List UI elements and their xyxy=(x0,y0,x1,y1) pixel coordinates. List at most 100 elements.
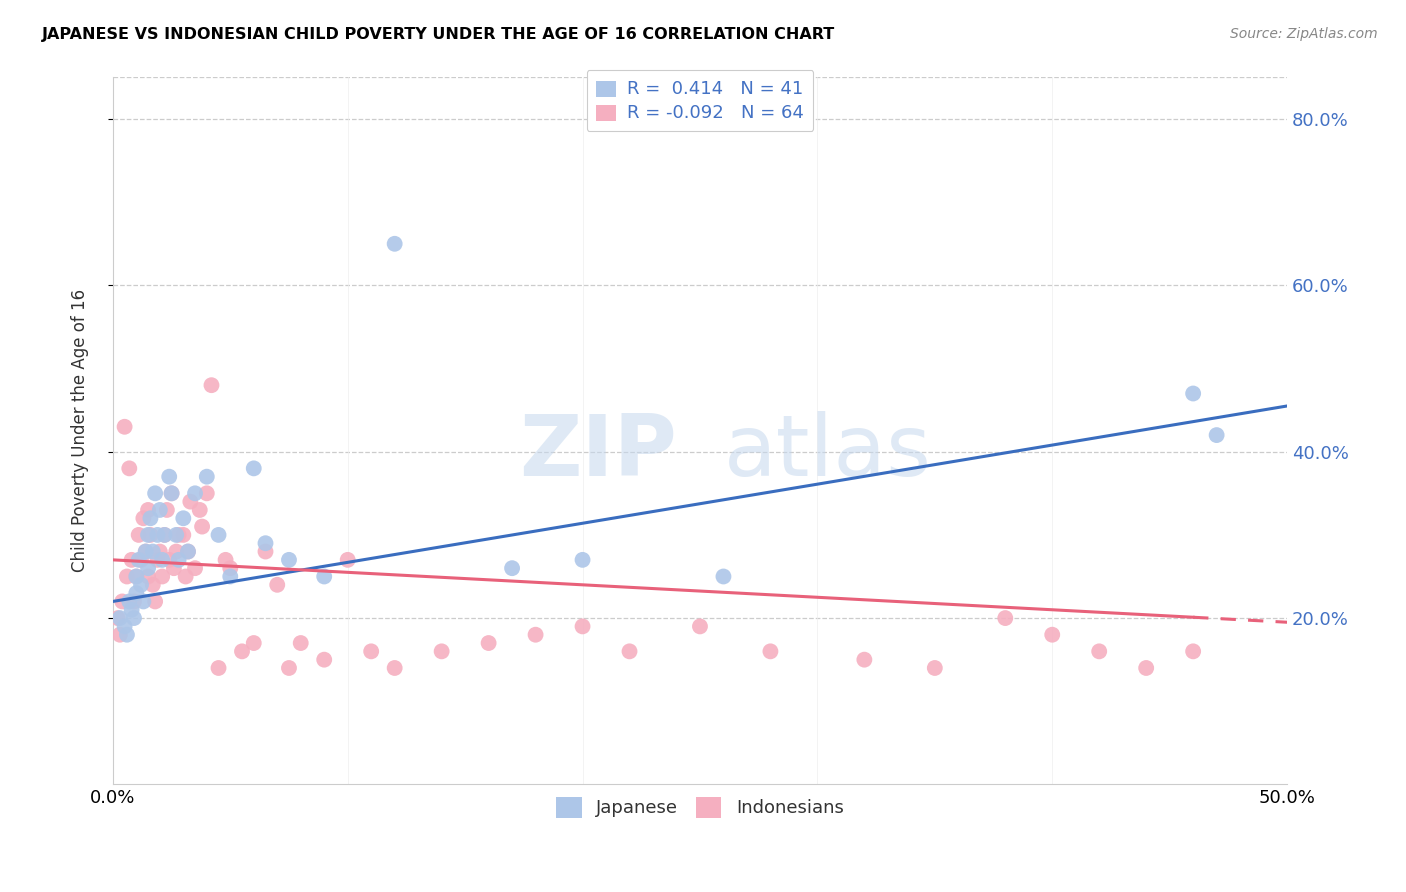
Point xyxy=(160,486,183,500)
Point xyxy=(142,544,165,558)
Point xyxy=(430,644,453,658)
Point xyxy=(150,553,173,567)
Point xyxy=(214,553,236,567)
Point xyxy=(266,578,288,592)
Point xyxy=(619,644,641,658)
Point xyxy=(108,628,131,642)
Point xyxy=(135,544,157,558)
Point xyxy=(314,653,336,667)
Point xyxy=(128,553,150,567)
Point xyxy=(146,528,169,542)
Point xyxy=(125,569,148,583)
Point xyxy=(501,561,523,575)
Point xyxy=(172,528,194,542)
Point xyxy=(571,553,593,567)
Point xyxy=(122,611,145,625)
Point xyxy=(136,503,159,517)
Point xyxy=(163,561,186,575)
Point xyxy=(165,528,187,542)
Point xyxy=(179,494,201,508)
Point xyxy=(157,553,180,567)
Point xyxy=(231,644,253,658)
Point xyxy=(853,653,876,667)
Point xyxy=(132,511,155,525)
Point xyxy=(184,486,207,500)
Point xyxy=(1088,644,1111,658)
Point xyxy=(188,503,211,517)
Point xyxy=(156,503,179,517)
Point xyxy=(108,611,131,625)
Text: ZIP: ZIP xyxy=(519,410,676,493)
Point xyxy=(254,544,277,558)
Point xyxy=(143,486,166,500)
Point xyxy=(314,569,336,583)
Point xyxy=(278,553,301,567)
Point xyxy=(524,628,547,642)
Point xyxy=(107,611,129,625)
Point xyxy=(139,528,162,542)
Point xyxy=(242,636,264,650)
Point xyxy=(172,511,194,525)
Point xyxy=(384,661,406,675)
Point xyxy=(219,569,242,583)
Point xyxy=(278,661,301,675)
Point xyxy=(136,528,159,542)
Point xyxy=(121,553,143,567)
Point xyxy=(200,378,222,392)
Point xyxy=(153,528,176,542)
Point xyxy=(1205,428,1227,442)
Point xyxy=(111,594,134,608)
Point xyxy=(1135,661,1157,675)
Point xyxy=(177,544,200,558)
Point xyxy=(1182,644,1205,658)
Point xyxy=(254,536,277,550)
Point xyxy=(149,503,172,517)
Point xyxy=(207,661,229,675)
Point xyxy=(114,619,136,633)
Point xyxy=(177,544,200,558)
Point xyxy=(128,528,150,542)
Point xyxy=(129,553,152,567)
Point xyxy=(167,528,190,542)
Point xyxy=(118,461,141,475)
Point xyxy=(184,561,207,575)
Point xyxy=(689,619,711,633)
Point xyxy=(150,569,173,583)
Point xyxy=(143,594,166,608)
Point xyxy=(290,636,312,650)
Text: atlas: atlas xyxy=(724,410,931,493)
Point xyxy=(132,594,155,608)
Point xyxy=(121,603,143,617)
Legend: Japanese, Indonesians: Japanese, Indonesians xyxy=(550,789,851,825)
Point xyxy=(146,553,169,567)
Point xyxy=(115,569,138,583)
Point xyxy=(195,469,218,483)
Point xyxy=(129,578,152,592)
Point xyxy=(759,644,782,658)
Point xyxy=(125,569,148,583)
Point xyxy=(191,519,214,533)
Point xyxy=(360,644,382,658)
Point xyxy=(118,594,141,608)
Point xyxy=(136,569,159,583)
Point xyxy=(157,469,180,483)
Point xyxy=(1182,386,1205,401)
Point xyxy=(174,569,197,583)
Point xyxy=(713,569,735,583)
Point xyxy=(153,528,176,542)
Point xyxy=(165,544,187,558)
Point xyxy=(924,661,946,675)
Point xyxy=(478,636,501,650)
Point xyxy=(994,611,1017,625)
Point xyxy=(571,619,593,633)
Point xyxy=(242,461,264,475)
Point xyxy=(115,628,138,642)
Point xyxy=(135,544,157,558)
Text: Source: ZipAtlas.com: Source: ZipAtlas.com xyxy=(1230,27,1378,41)
Point xyxy=(167,553,190,567)
Point xyxy=(136,561,159,575)
Text: JAPANESE VS INDONESIAN CHILD POVERTY UNDER THE AGE OF 16 CORRELATION CHART: JAPANESE VS INDONESIAN CHILD POVERTY UND… xyxy=(42,27,835,42)
Point xyxy=(219,561,242,575)
Point xyxy=(195,486,218,500)
Point xyxy=(1040,628,1063,642)
